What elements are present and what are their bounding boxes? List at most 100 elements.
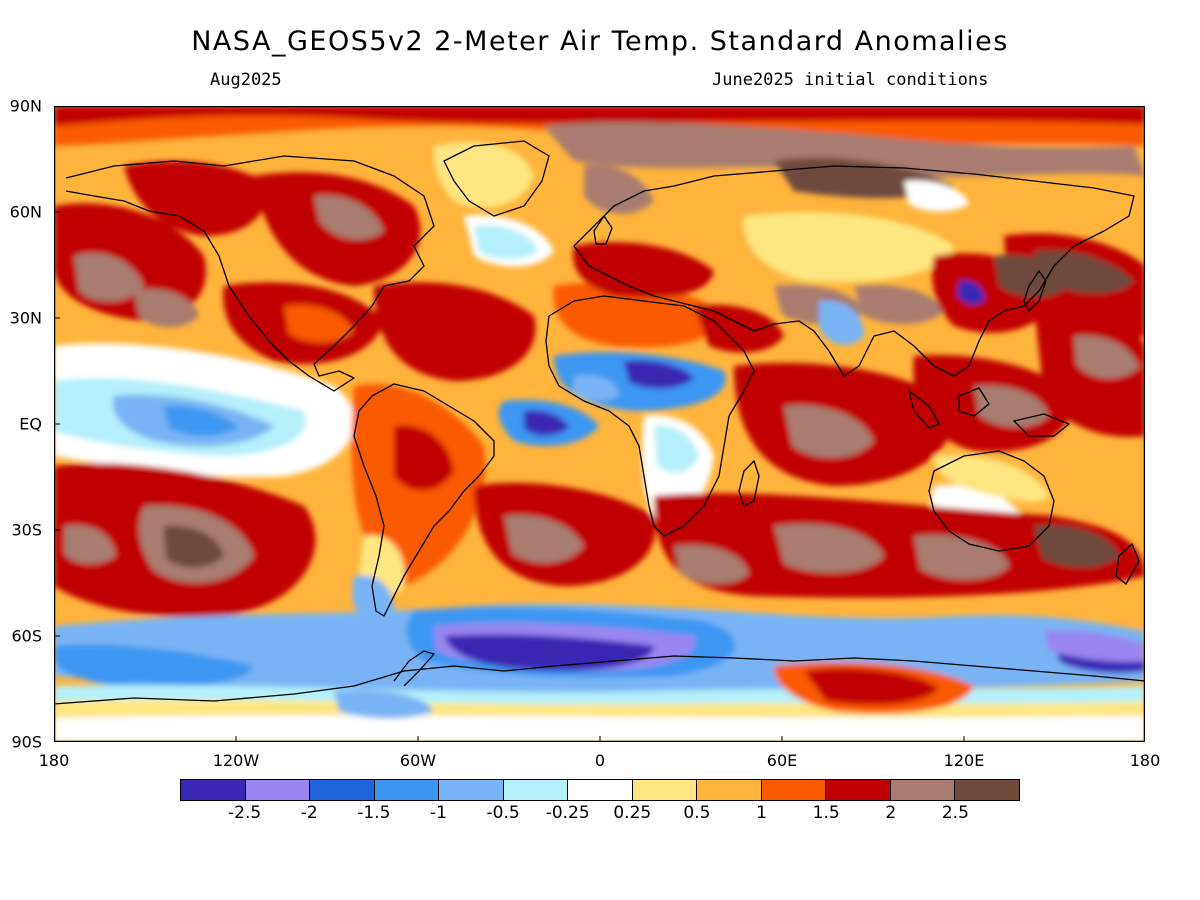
canada-brown: [314, 195, 384, 240]
coast-africa: [545, 295, 755, 537]
colorbar-swatch: [955, 780, 1019, 800]
arctic-red-band: [54, 106, 1145, 126]
colorbar-swatch: [374, 780, 440, 800]
spacific-brown-2: [64, 525, 116, 565]
coast-uk: [593, 215, 613, 245]
coast-new-guinea: [1013, 413, 1070, 437]
colorbar-swatch: [439, 780, 504, 800]
lat-label-eq: EQ: [19, 414, 42, 434]
coast-north-america: [65, 155, 435, 392]
coast-antarctica: [54, 655, 1145, 705]
npacific-brown-2: [134, 288, 199, 328]
east-antarctica-red: [804, 668, 939, 705]
colorbar-label: -2: [300, 803, 318, 823]
lon-label-180e: 180: [1129, 751, 1161, 770]
npacific-brown-1: [74, 252, 144, 302]
anomaly-field: [54, 106, 1145, 742]
lat-label-30n: 30N: [9, 308, 42, 328]
colorbar-label: 0.25: [613, 803, 652, 823]
colorbar-swatch: [761, 780, 827, 800]
coast-australia: [928, 450, 1055, 552]
lat-label-90n: 90N: [9, 96, 42, 116]
colorbar-swatch: [632, 780, 698, 800]
colorbar-swatch: [697, 780, 762, 800]
indian-ocean-brown: [784, 405, 874, 458]
colorbar-swatch: [503, 780, 569, 800]
colorbar-swatch: [181, 780, 246, 800]
lat-label-60n: 60N: [9, 202, 42, 222]
coast-japan: [1023, 270, 1047, 312]
arctic-brown-patch: [544, 121, 1145, 177]
colorbar-label: -1: [429, 803, 447, 823]
tibet-brown: [854, 284, 944, 325]
lat-label-60s: 60S: [11, 626, 42, 646]
natlantic-red: [374, 282, 536, 381]
central-asia-yellow: [743, 212, 954, 283]
samerica-red: [394, 425, 454, 491]
southern-ocean-lavender-east: [1044, 630, 1145, 662]
s-indian-brown-2: [914, 535, 1009, 580]
colorbar-label: 2.5: [941, 803, 969, 823]
scandinavia-brown: [584, 165, 654, 214]
s-indian-brown-1: [774, 523, 884, 574]
eq-atlantic-deep-blue: [524, 410, 569, 436]
colorbar-swatch: [245, 780, 311, 800]
s-indian-red: [654, 493, 1145, 598]
north-africa-orange: [553, 282, 724, 348]
forecast-month: Aug2025: [210, 70, 282, 90]
antarctic-lightblue-west: [334, 689, 434, 719]
initial-conditions: June2025 initial conditions: [712, 70, 989, 90]
lon-label-180w: 180: [38, 751, 70, 770]
colorbar-label: -2.5: [228, 803, 262, 823]
lon-label-120w: 120W: [212, 751, 260, 770]
satlantic-brown: [504, 515, 584, 564]
colorbar-swatch: [568, 780, 633, 800]
colorbar-swatch: [310, 780, 375, 800]
central-asia-white: [904, 180, 969, 212]
chart-title: NASA_GEOS5v2 2-Meter Air Temp. Standard …: [191, 26, 1009, 57]
lat-label-30s: 30S: [11, 520, 42, 540]
antarctica-white: [54, 715, 1145, 742]
lon-label-60w: 60W: [399, 751, 437, 770]
lon-label-120e: 120E: [943, 751, 985, 770]
coast-borneo: [958, 387, 990, 417]
alaska-red: [124, 161, 266, 236]
lat-label-90s: 90S: [11, 732, 42, 752]
lon-label-0: 0: [594, 751, 606, 770]
colorbar-label: -0.25: [545, 803, 590, 823]
sahel-deep-blue: [624, 360, 694, 389]
china-blue: [957, 280, 985, 305]
coast-madagascar: [738, 460, 760, 507]
middle-east-red: [694, 304, 784, 353]
colorbar-label: -0.5: [486, 803, 520, 823]
coast-antarctic-peninsula: [393, 650, 435, 687]
tropical-pacific-deeper-blue: [164, 405, 239, 436]
s-indian-brown-core: [1034, 525, 1119, 568]
lon-label-60e: 60E: [766, 751, 798, 770]
coastlines: [54, 140, 1145, 705]
s-indian-brown-3: [674, 544, 749, 584]
india-lightblue: [819, 300, 864, 345]
europe-red: [573, 242, 714, 298]
west-pacific-brown: [1074, 335, 1139, 379]
usa-orange: [284, 304, 354, 343]
coast-new-zealand: [1115, 543, 1140, 585]
sahel-lightblue: [572, 375, 619, 401]
colorbar-label: 1.5: [812, 803, 840, 823]
coast-europe-asia: [573, 165, 1135, 377]
coast-sumatra: [908, 390, 940, 429]
colorbar-swatch: [890, 780, 956, 800]
colorbar: [180, 779, 1020, 801]
east-asia-brown: [994, 255, 1069, 298]
colorbar-swatch: [826, 780, 891, 800]
natlantic-lightblue: [474, 225, 538, 259]
colorbar-label: 1: [756, 803, 767, 823]
spacific-brown-core: [164, 525, 224, 568]
greenland-yellow: [433, 142, 534, 208]
southern-ocean-blue-west: [54, 644, 254, 688]
colorbar-label: -1.5: [357, 803, 391, 823]
anomaly-map: [54, 106, 1145, 742]
map-frame: [54, 106, 1145, 742]
central-africa-lightblue: [654, 425, 699, 474]
coast-greenland: [443, 140, 550, 217]
